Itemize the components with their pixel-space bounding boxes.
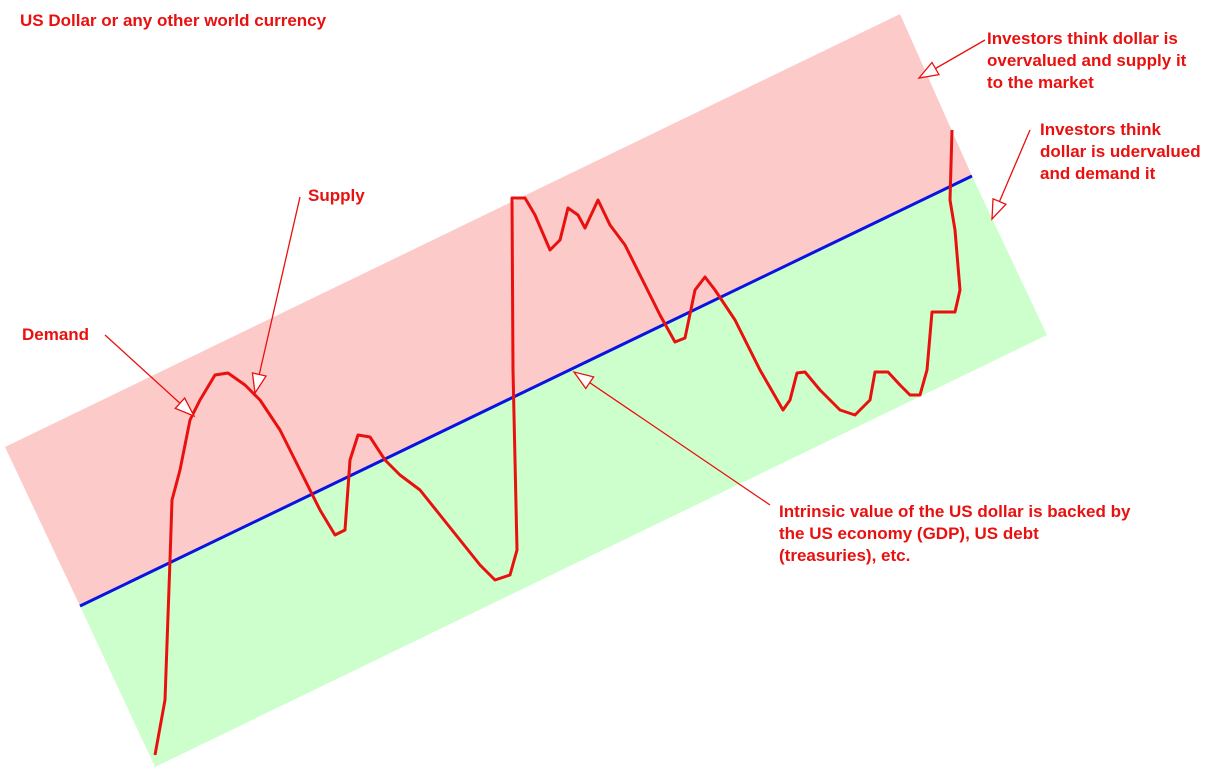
overvalued-arrow xyxy=(917,39,986,79)
overvalued-label: overvalued and supply it xyxy=(987,51,1187,70)
undervalued-zone xyxy=(80,176,1047,767)
intrinsic-arrow xyxy=(572,370,771,506)
undervalued-arrow xyxy=(991,129,1031,221)
arrows xyxy=(104,39,1031,506)
intrinsic-label: (treasuries), etc. xyxy=(779,546,910,565)
intrinsic-value-line xyxy=(79,174,973,608)
overvalued-label: to the market xyxy=(987,73,1094,92)
supply-label: Supply xyxy=(308,186,365,205)
undervalued-label: dollar is udervalued xyxy=(1040,142,1201,161)
overvalued-label: Investors think dollar is xyxy=(987,29,1178,48)
intrinsic-label: the US economy (GDP), US debt xyxy=(779,524,1039,543)
price-curve xyxy=(153,129,962,756)
demand-arrow xyxy=(104,334,196,418)
undervalued-label: Investors think xyxy=(1040,120,1161,139)
intrinsic-label: Intrinsic value of the US dollar is back… xyxy=(779,502,1131,521)
title: US Dollar or any other world currency xyxy=(20,11,327,30)
overvalued-zone xyxy=(5,14,972,606)
supply-arrow xyxy=(251,196,301,395)
undervalued-label: and demand it xyxy=(1040,164,1156,183)
demand-label: Demand xyxy=(22,325,89,344)
